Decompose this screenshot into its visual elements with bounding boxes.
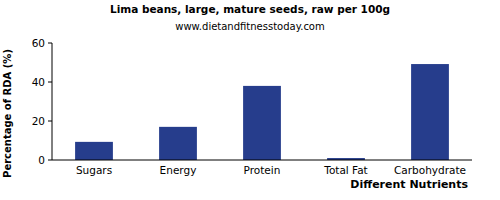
title: Lima beans, large, mature seeds, raw per… bbox=[110, 3, 390, 15]
y-tick bbox=[48, 82, 52, 83]
subtitle: www.dietandfitnesstoday.com bbox=[175, 21, 324, 32]
chart-container: Lima beans, large, mature seeds, raw per… bbox=[0, 0, 500, 200]
y-axis-label: Percentage of RDA (%) bbox=[2, 49, 13, 178]
x-tick-label: Carbohydrate bbox=[394, 164, 466, 176]
x-tick-label: Protein bbox=[244, 164, 281, 176]
y-tick bbox=[48, 160, 52, 161]
bar bbox=[411, 64, 449, 160]
bar bbox=[75, 142, 113, 160]
bar bbox=[159, 127, 197, 160]
x-tick-label: Sugars bbox=[76, 164, 112, 176]
y-tick-label: 40 bbox=[32, 76, 45, 88]
chart: Lima beans, large, mature seeds, raw per… bbox=[0, 0, 500, 200]
y-tick bbox=[48, 121, 52, 122]
bars bbox=[75, 64, 449, 160]
x-axis bbox=[52, 160, 472, 161]
y-tick bbox=[48, 43, 52, 44]
x-tick-label: Total Fat bbox=[323, 164, 368, 176]
y-axis bbox=[52, 43, 53, 160]
bar bbox=[243, 86, 281, 160]
y-tick-label: 60 bbox=[32, 37, 45, 49]
x-tick-label: Energy bbox=[160, 164, 197, 176]
x-axis-label: Different Nutrients bbox=[350, 178, 468, 191]
y-tick-label: 20 bbox=[32, 115, 45, 127]
y-tick-label: 0 bbox=[38, 154, 45, 166]
